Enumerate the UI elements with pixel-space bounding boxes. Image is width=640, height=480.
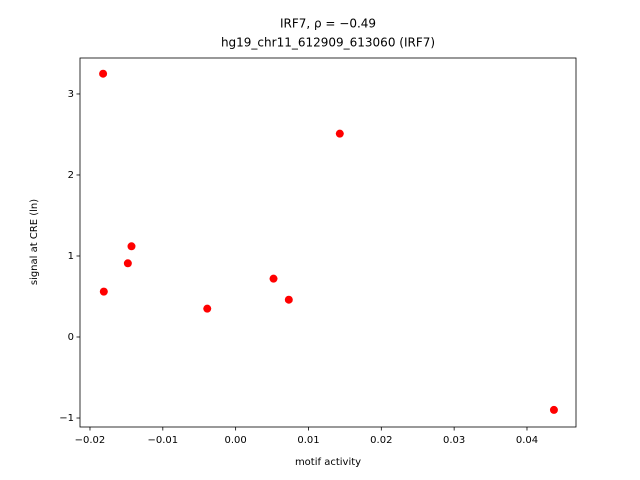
point xyxy=(284,295,293,304)
point xyxy=(127,242,136,251)
point xyxy=(549,405,558,414)
y-tick-label: 0 xyxy=(68,332,74,343)
point xyxy=(269,274,278,283)
x-tick-label: 0.02 xyxy=(370,435,392,446)
x-tick-label: 0.03 xyxy=(443,435,465,446)
y-axis-label: signal at CRE (ln) xyxy=(29,199,40,285)
y-tick-label: 2 xyxy=(68,170,74,181)
chart-subtitle: hg19_chr11_612909_613060 (IRF7) xyxy=(221,36,435,50)
x-tick-label: 0.00 xyxy=(225,435,247,446)
point xyxy=(335,129,344,138)
x-tick-label: 0.01 xyxy=(297,435,319,446)
x-tick-label: −0.02 xyxy=(75,435,106,446)
plot-frame xyxy=(79,57,577,428)
x-tick-label: 0.04 xyxy=(516,435,538,446)
y-tick-label: 1 xyxy=(68,251,74,262)
point xyxy=(99,69,108,78)
y-tick-label: 3 xyxy=(68,89,74,100)
y-tick-label: −1 xyxy=(59,413,74,424)
x-axis-label: motif activity xyxy=(295,457,361,468)
point xyxy=(99,287,108,296)
chart-title: IRF7, ρ = −0.49 xyxy=(280,17,376,31)
x-tick-label: −0.01 xyxy=(147,435,178,446)
point xyxy=(123,259,132,268)
point xyxy=(203,304,212,313)
